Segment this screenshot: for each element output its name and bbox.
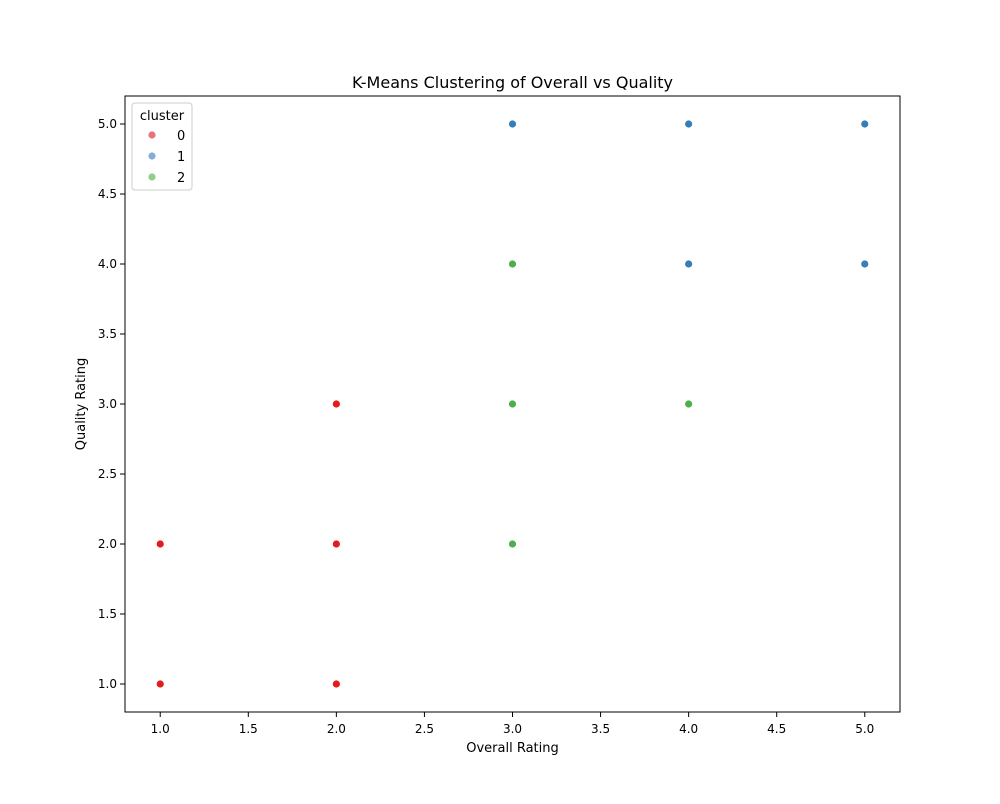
x-tick-label: 1.5 bbox=[239, 722, 258, 736]
y-tick-label: 4.5 bbox=[98, 187, 117, 201]
y-tick-label: 3.0 bbox=[98, 397, 117, 411]
y-tick-label: 1.0 bbox=[98, 677, 117, 691]
data-point-cluster-0 bbox=[331, 539, 341, 549]
y-axis: 1.0 1.5 2.0 2.5 3.0 3.5 4.0 4.5 5.0 bbox=[98, 117, 125, 691]
data-point-cluster-1 bbox=[508, 119, 517, 129]
x-tick-label: 2.5 bbox=[415, 722, 434, 736]
x-tick-label: 1.0 bbox=[151, 722, 170, 736]
legend-marker bbox=[147, 151, 157, 161]
chart-title: K-Means Clustering of Overall vs Quality bbox=[352, 73, 673, 92]
data-point-cluster-0 bbox=[331, 679, 341, 689]
data-point-cluster-2 bbox=[508, 539, 517, 549]
legend-box bbox=[131, 102, 193, 191]
legend-title: cluster bbox=[140, 109, 185, 124]
data-point-cluster-0 bbox=[155, 539, 165, 549]
x-tick-label: 2.0 bbox=[327, 722, 346, 736]
data-point-cluster-0 bbox=[331, 399, 341, 409]
y-tick-label: 5.0 bbox=[98, 117, 117, 131]
x-tick-label: 3.0 bbox=[503, 722, 522, 736]
x-tick-label: 5.0 bbox=[855, 722, 874, 736]
legend-label: 1 bbox=[177, 150, 185, 165]
y-tick-label: 2.5 bbox=[98, 467, 117, 481]
data-point-cluster-1 bbox=[684, 119, 694, 129]
data-point-cluster-1 bbox=[684, 259, 694, 269]
data-point-cluster-2 bbox=[684, 399, 694, 409]
legend-label: 2 bbox=[177, 171, 185, 186]
x-axis: 1.0 1.5 2.0 2.5 3.0 3.5 4.0 4.5 5.0 bbox=[151, 712, 874, 736]
legend-marker bbox=[147, 130, 157, 140]
data-point-cluster-0 bbox=[155, 679, 165, 689]
legend: cluster 0 1 2 bbox=[131, 102, 193, 191]
legend-label: 0 bbox=[177, 129, 185, 144]
plot-area bbox=[155, 119, 870, 689]
x-tick-label: 3.5 bbox=[591, 722, 610, 736]
y-tick-label: 2.0 bbox=[98, 537, 117, 551]
x-axis-label: Overall Rating bbox=[466, 741, 559, 756]
x-tick-label: 4.5 bbox=[767, 722, 786, 736]
x-tick-label: 4.0 bbox=[679, 722, 698, 736]
data-point-cluster-1 bbox=[860, 119, 870, 129]
legend-marker bbox=[147, 172, 157, 182]
y-tick-label: 1.5 bbox=[98, 607, 117, 621]
y-axis-label: Quality Rating bbox=[74, 358, 89, 451]
data-point-cluster-1 bbox=[860, 259, 870, 269]
data-point-cluster-2 bbox=[508, 399, 517, 409]
y-tick-label: 4.0 bbox=[98, 257, 117, 271]
y-tick-label: 3.5 bbox=[98, 327, 117, 341]
data-point-cluster-2 bbox=[508, 259, 517, 269]
